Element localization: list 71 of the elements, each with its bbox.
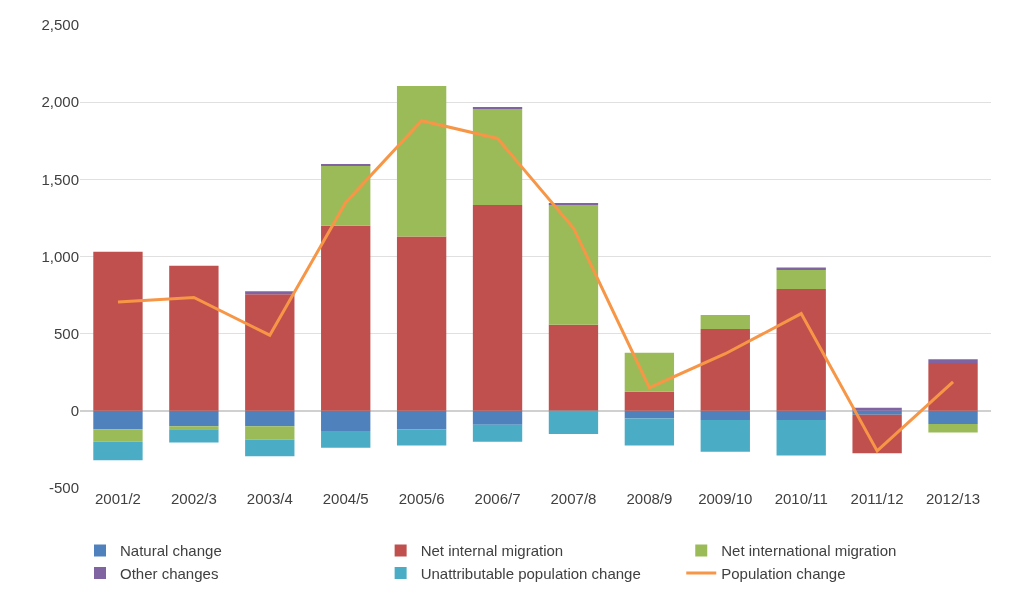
bar <box>472 108 523 205</box>
y-tick-label: 500 <box>53 324 79 342</box>
x-tick-label: 2011/12 <box>850 490 904 507</box>
bar <box>396 429 447 446</box>
bar <box>624 410 675 419</box>
bar <box>852 410 902 415</box>
bar <box>700 420 750 452</box>
y-tick-label: -500 <box>48 479 79 497</box>
bar <box>700 328 750 411</box>
bar <box>928 362 978 411</box>
x-tick-label: 2003/4 <box>246 490 293 507</box>
y-tick-label: 1,000 <box>41 247 79 265</box>
bar <box>93 410 143 430</box>
y-tick-label: 2,500 <box>41 16 79 34</box>
bar <box>245 426 295 440</box>
bar <box>548 410 599 434</box>
bar <box>169 426 219 430</box>
bar <box>700 410 750 421</box>
bar <box>93 441 143 461</box>
bar <box>321 430 371 448</box>
y-tick-label: 2,000 <box>41 93 79 111</box>
legend-label: Unattributable population change <box>420 564 641 582</box>
bar <box>321 165 371 226</box>
bar <box>776 420 826 456</box>
bar <box>93 429 143 442</box>
x-tick-label: 2006/7 <box>474 490 521 507</box>
bar <box>169 410 219 427</box>
x-tick-label: 2009/10 <box>698 490 753 507</box>
x-tick-label: 2005/6 <box>398 490 445 507</box>
bar <box>472 204 523 411</box>
bar <box>928 410 978 424</box>
bar <box>776 410 826 421</box>
legend-label: Population change <box>721 564 846 582</box>
bar <box>776 288 826 411</box>
bar <box>852 407 902 411</box>
bar <box>396 85 447 237</box>
bar <box>624 418 675 446</box>
bar <box>245 439 295 457</box>
bar <box>245 291 295 295</box>
bar <box>624 391 675 411</box>
bar <box>776 269 826 289</box>
bar <box>245 294 295 411</box>
x-tick-label: 2008/9 <box>626 490 673 507</box>
bar <box>93 251 143 411</box>
bar <box>472 424 523 442</box>
bar <box>396 410 447 430</box>
y-tick-label: 1,500 <box>41 170 79 188</box>
legend-label: Natural change <box>120 542 222 560</box>
x-tick-label: 2004/5 <box>322 490 369 507</box>
x-tick-label: 2010/11 <box>774 490 828 507</box>
bar <box>169 429 219 443</box>
x-tick-label: 2002/3 <box>170 490 217 507</box>
y-tick-label: 0 <box>70 402 79 420</box>
x-tick-label: 2012/13 <box>925 490 981 507</box>
legend-label: Other changes <box>120 564 219 582</box>
legend-label: Net internal migration <box>420 542 564 560</box>
x-tick-label: 2007/8 <box>550 490 597 507</box>
bar <box>928 423 978 433</box>
bar <box>700 314 750 329</box>
bar <box>548 204 599 325</box>
line-series <box>116 119 955 453</box>
bar <box>169 265 219 411</box>
bar <box>396 236 447 411</box>
legend-label: Net international migration <box>721 542 897 560</box>
bar <box>321 225 371 411</box>
bar <box>472 410 523 425</box>
bar <box>548 324 599 411</box>
bar <box>321 410 371 431</box>
bar <box>245 410 295 427</box>
x-tick-label: 2001/2 <box>95 490 141 507</box>
bar <box>928 359 978 363</box>
